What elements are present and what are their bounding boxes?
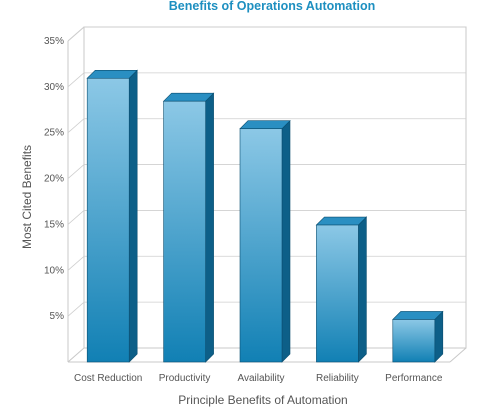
- bar-top: [239, 120, 291, 130]
- x-tick-label: Cost Reduction: [74, 373, 142, 384]
- y-tick-label: 35%: [44, 36, 64, 47]
- bars: [86, 69, 444, 363]
- bar-side: [358, 216, 367, 363]
- y-tick-label: 15%: [44, 219, 64, 230]
- x-tick-label: Productivity: [159, 373, 211, 384]
- gridline-side: [67, 301, 85, 317]
- x-tick-label: Performance: [385, 373, 443, 384]
- gridline-side: [67, 72, 85, 88]
- y-axis-ticks: 5% 10% 15% 20% 25% 30% 35%: [44, 36, 64, 322]
- bar-front: [239, 128, 283, 363]
- chart-title: Benefits of Operations Automation: [169, 0, 376, 13]
- x-tick-label: Reliability: [316, 373, 359, 384]
- x-axis-label: Principle Benefits of Automation: [178, 393, 347, 407]
- y-tick-label: 25%: [44, 128, 64, 139]
- gridline-side: [67, 118, 85, 134]
- y-tick-label: 20%: [44, 174, 64, 185]
- y-axis-label: Most Cited Benefits: [20, 145, 34, 249]
- y-tick-label: 10%: [44, 265, 64, 276]
- bar-side: [128, 69, 138, 363]
- x-axis-ticks: Cost Reduction Productivity Availability Re…: [74, 373, 443, 384]
- bar-front: [86, 77, 130, 363]
- gridline-side: [67, 26, 85, 42]
- gridline-side: [67, 255, 85, 271]
- bar-side: [281, 119, 291, 363]
- bar-front: [392, 319, 436, 363]
- gridline-side: [67, 164, 85, 179]
- x-tick-label: Availability: [237, 373, 284, 384]
- floor-left-edge: [67, 347, 85, 363]
- gridline-side: [67, 210, 85, 225]
- bar-side: [205, 92, 214, 363]
- bar-front: [316, 224, 359, 363]
- floor-right-edge: [449, 347, 467, 363]
- bar-top: [392, 311, 444, 320]
- bar: [239, 119, 291, 363]
- bar: [162, 92, 215, 363]
- bar-top: [86, 69, 138, 79]
- bar: [315, 216, 368, 363]
- y-tick-label: 5%: [50, 311, 65, 322]
- bar-top: [162, 92, 215, 102]
- bar: [392, 310, 444, 363]
- bar-front: [163, 100, 206, 363]
- y-tick-label: 30%: [44, 82, 64, 93]
- bar-side: [434, 310, 444, 363]
- bar: [86, 69, 138, 363]
- bar-top: [315, 216, 368, 226]
